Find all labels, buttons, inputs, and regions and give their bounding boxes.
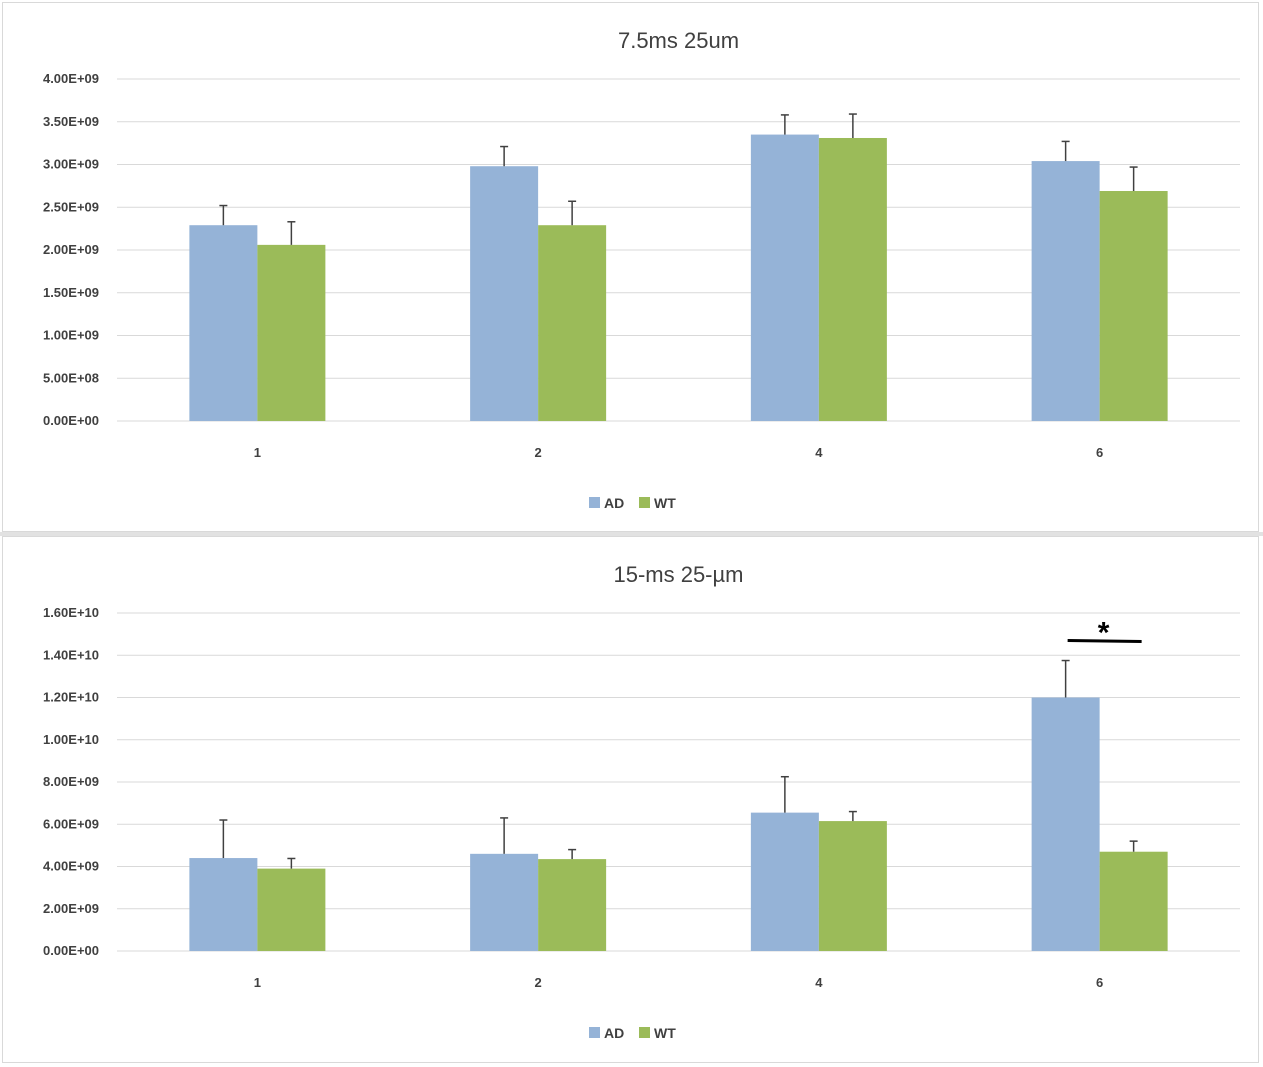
bar-chart-top: 7.5ms 25um 0.00E+00 5.00E+08 1.00E+09 1.50E+… bbox=[43, 28, 1240, 511]
y-tick-label: 6.00E+09 bbox=[43, 816, 99, 831]
significance-marker: * bbox=[1098, 616, 1110, 649]
y-tick-label: 1.60E+10 bbox=[43, 605, 99, 620]
bar-ad bbox=[470, 853, 539, 951]
bar-chart-bottom: 15-ms 25-µm 0.00E+00 2.00E+09 4.00E+09 6.00E… bbox=[43, 562, 1240, 1041]
y-tick-label: 0.00E+00 bbox=[43, 413, 99, 428]
x-tick-label: 4 bbox=[815, 445, 823, 460]
significance-line bbox=[1067, 638, 1142, 643]
bar-wt bbox=[1099, 851, 1168, 951]
y-tick-label: 5.00E+08 bbox=[43, 370, 99, 385]
legend-swatch-ad bbox=[589, 497, 600, 508]
legend-label-wt: WT bbox=[654, 495, 676, 511]
y-tick-label: 1.40E+10 bbox=[43, 647, 99, 662]
legend-swatch-wt bbox=[639, 497, 650, 508]
y-tick-label: 4.00E+09 bbox=[43, 859, 99, 874]
x-tick-label: 4 bbox=[815, 975, 823, 990]
bar-wt bbox=[257, 244, 326, 421]
x-tick-label: 2 bbox=[535, 445, 542, 460]
y-tick-label: 2.00E+09 bbox=[43, 242, 99, 257]
bar-wt bbox=[538, 859, 607, 951]
bar-wt bbox=[818, 137, 887, 421]
chart-panel-top: 7.5ms 25um 0.00E+00 5.00E+08 1.00E+09 1.50E+… bbox=[2, 2, 1259, 532]
chart-title: 15-ms 25-µm bbox=[613, 562, 743, 587]
y-tick-label: 1.00E+09 bbox=[43, 328, 99, 343]
x-tick-label: 1 bbox=[254, 445, 261, 460]
y-tick-label: 2.00E+09 bbox=[43, 901, 99, 916]
bar-ad bbox=[189, 225, 258, 421]
bar-ad bbox=[750, 134, 819, 421]
legend-label-wt: WT bbox=[654, 1025, 676, 1041]
bar-wt bbox=[538, 225, 607, 421]
y-tick-label: 1.20E+10 bbox=[43, 690, 99, 705]
legend-swatch-wt bbox=[639, 1027, 650, 1038]
bar-ad bbox=[1031, 161, 1100, 421]
bar-ad bbox=[189, 858, 258, 951]
y-tick-label: 1.00E+10 bbox=[43, 732, 99, 747]
panel-divider bbox=[0, 532, 1263, 536]
legend-label-ad: AD bbox=[604, 1025, 624, 1041]
x-tick-label: 1 bbox=[254, 975, 261, 990]
chart-panel-bottom: 15-ms 25-µm 0.00E+00 2.00E+09 4.00E+09 6.00E… bbox=[2, 536, 1259, 1063]
bar-wt bbox=[257, 868, 326, 951]
x-tick-label: 6 bbox=[1096, 445, 1103, 460]
y-tick-label: 0.00E+00 bbox=[43, 943, 99, 958]
x-tick-label: 2 bbox=[535, 975, 542, 990]
bar-ad bbox=[750, 812, 819, 951]
y-tick-label: 3.50E+09 bbox=[43, 114, 99, 129]
bar-ad bbox=[1031, 697, 1100, 951]
x-tick-label: 6 bbox=[1096, 975, 1103, 990]
y-tick-label: 4.00E+09 bbox=[43, 71, 99, 86]
legend-label-ad: AD bbox=[604, 495, 624, 511]
y-tick-label: 1.50E+09 bbox=[43, 285, 99, 300]
legend-swatch-ad bbox=[589, 1027, 600, 1038]
chart-title: 7.5ms 25um bbox=[618, 28, 739, 53]
y-tick-label: 3.00E+09 bbox=[43, 157, 99, 172]
bar-wt bbox=[1099, 191, 1168, 421]
y-tick-label: 2.50E+09 bbox=[43, 199, 99, 214]
bar-ad bbox=[470, 166, 539, 421]
y-tick-label: 8.00E+09 bbox=[43, 774, 99, 789]
bar-wt bbox=[818, 821, 887, 951]
